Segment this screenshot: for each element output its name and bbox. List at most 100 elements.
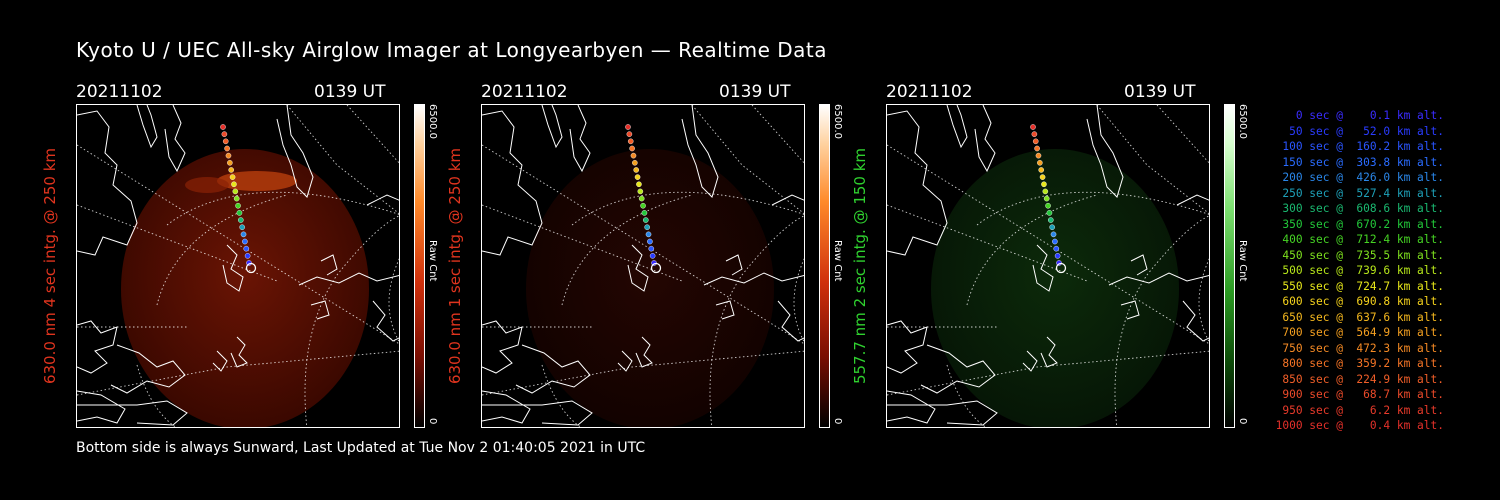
grid-line xyxy=(571,191,804,226)
panel-2-colorbar-unit: Raw Cnt xyxy=(832,240,843,282)
trajectory-marker xyxy=(1053,245,1060,252)
trajectory-marker xyxy=(629,145,635,152)
coastline xyxy=(617,350,633,372)
aurora-arc xyxy=(185,177,229,193)
coastline xyxy=(482,400,593,426)
grid-line xyxy=(156,194,288,306)
coastline xyxy=(715,300,735,320)
station-marker xyxy=(1055,262,1067,274)
legend-row: 800 sec @ 359.2 km alt. xyxy=(1275,357,1444,370)
trajectory-marker xyxy=(229,174,236,180)
trajectory-marker xyxy=(243,245,250,252)
legend-row: 850 sec @ 224.9 km alt. xyxy=(1275,372,1444,386)
trajectory-marker xyxy=(645,231,652,238)
panel-3-side-label: 557.7 nm 2 sec intg. @ 150 km xyxy=(851,147,869,385)
trajectory-marker xyxy=(1045,202,1051,209)
airglow-disk xyxy=(931,149,1179,427)
trajectory-marker xyxy=(225,152,232,159)
trajectory-marker xyxy=(242,238,248,245)
coastline xyxy=(136,105,158,149)
trajectory-marker xyxy=(227,159,233,166)
trajectory-marker xyxy=(235,202,241,209)
trajectory-marker xyxy=(640,202,646,209)
coastline xyxy=(482,320,523,374)
coastline xyxy=(887,400,998,426)
trajectory-marker xyxy=(222,138,229,145)
legend-row: 50 sec @ 52.0 km alt. xyxy=(1275,124,1444,138)
legend-row: 950 sec @ 6.2 km alt. xyxy=(1275,403,1444,417)
trajectory-marker xyxy=(1042,188,1049,195)
legend-row: 750 sec @ 472.3 km alt. xyxy=(1275,341,1444,355)
trajectory-marker xyxy=(1039,174,1046,180)
page-title: Kyoto U / UEC All-sky Airglow Imager at … xyxy=(76,38,827,62)
coastline xyxy=(1182,300,1209,342)
trajectory-marker xyxy=(1034,145,1040,152)
legend-row: 900 sec @ 68.7 km alt. xyxy=(1275,388,1444,401)
trajectory-marker xyxy=(1038,167,1045,173)
grid-line xyxy=(751,105,804,164)
station-marker xyxy=(650,262,662,274)
coastline xyxy=(771,194,804,206)
trajectory-marker xyxy=(1032,138,1039,145)
coastline xyxy=(1176,194,1209,206)
coastline xyxy=(777,300,804,342)
coastline xyxy=(366,194,399,206)
coastline xyxy=(1032,244,1054,292)
trajectory-marker xyxy=(638,195,645,202)
coastline xyxy=(1086,105,1124,198)
coastline xyxy=(372,300,399,342)
trajectory-marker xyxy=(633,167,640,173)
panel-1-time: 0139 UT xyxy=(314,82,386,102)
coastline xyxy=(110,344,186,394)
legend-row: 0 sec @ 0.1 km alt. xyxy=(1275,109,1444,122)
legend-row: 200 sec @ 426.0 km alt. xyxy=(1275,171,1444,184)
coastline xyxy=(920,344,996,394)
coastline xyxy=(320,254,338,276)
coastline xyxy=(569,105,591,173)
panel-2-map-overlay xyxy=(482,105,804,427)
coastline xyxy=(725,254,743,276)
grid-line xyxy=(887,350,1209,396)
trajectory-marker xyxy=(1043,195,1050,202)
panel-1-map-overlay xyxy=(77,105,399,427)
trajectory-marker xyxy=(221,131,228,137)
coastline xyxy=(1120,300,1140,320)
trajectory-marker xyxy=(1054,253,1061,259)
grid-line xyxy=(482,350,804,396)
trajectory-marker xyxy=(244,253,251,259)
panel-3-colorbar-unit: Raw Cnt xyxy=(1237,240,1248,282)
panel-2-date: 20211102 xyxy=(481,82,568,102)
coastline xyxy=(974,105,996,173)
trajectory-marker xyxy=(626,131,633,137)
station-marker xyxy=(245,262,257,274)
grid-line xyxy=(887,144,1209,345)
trajectory-marker xyxy=(232,188,239,195)
panel-3-colorbar xyxy=(1224,104,1235,428)
trajectory-marker xyxy=(1052,238,1058,245)
coastline xyxy=(946,105,968,149)
coastline xyxy=(1022,350,1038,372)
footer-status: Bottom side is always Sunward, Last Upda… xyxy=(76,440,646,456)
legend-row: 300 sec @ 608.6 km alt. xyxy=(1275,202,1444,215)
coastline xyxy=(222,244,244,292)
coastline xyxy=(212,350,228,372)
grid-line xyxy=(1156,105,1209,164)
legend-row: 550 sec @ 724.7 km alt. xyxy=(1275,279,1444,293)
coastline xyxy=(1108,272,1209,286)
coastline xyxy=(515,344,591,394)
panel-2-colorbar-min: 0 xyxy=(832,418,843,425)
trajectory-marker xyxy=(625,124,631,130)
coastline xyxy=(627,244,649,292)
trajectory-marker xyxy=(634,174,641,180)
coastline xyxy=(310,300,330,320)
panel-2-time: 0139 UT xyxy=(719,82,791,102)
legend-row: 350 sec @ 670.2 km alt. xyxy=(1275,217,1444,231)
trajectory-marker xyxy=(236,210,243,216)
trajectory-marker xyxy=(240,231,247,238)
panel-2-side-label: 630.0 nm 1 sec intg. @ 250 km xyxy=(446,147,464,385)
grid-line xyxy=(1198,258,1209,343)
trajectory-marker xyxy=(1037,159,1043,166)
grid-line xyxy=(709,215,804,427)
grid-line xyxy=(304,215,399,427)
coastline xyxy=(164,105,186,173)
